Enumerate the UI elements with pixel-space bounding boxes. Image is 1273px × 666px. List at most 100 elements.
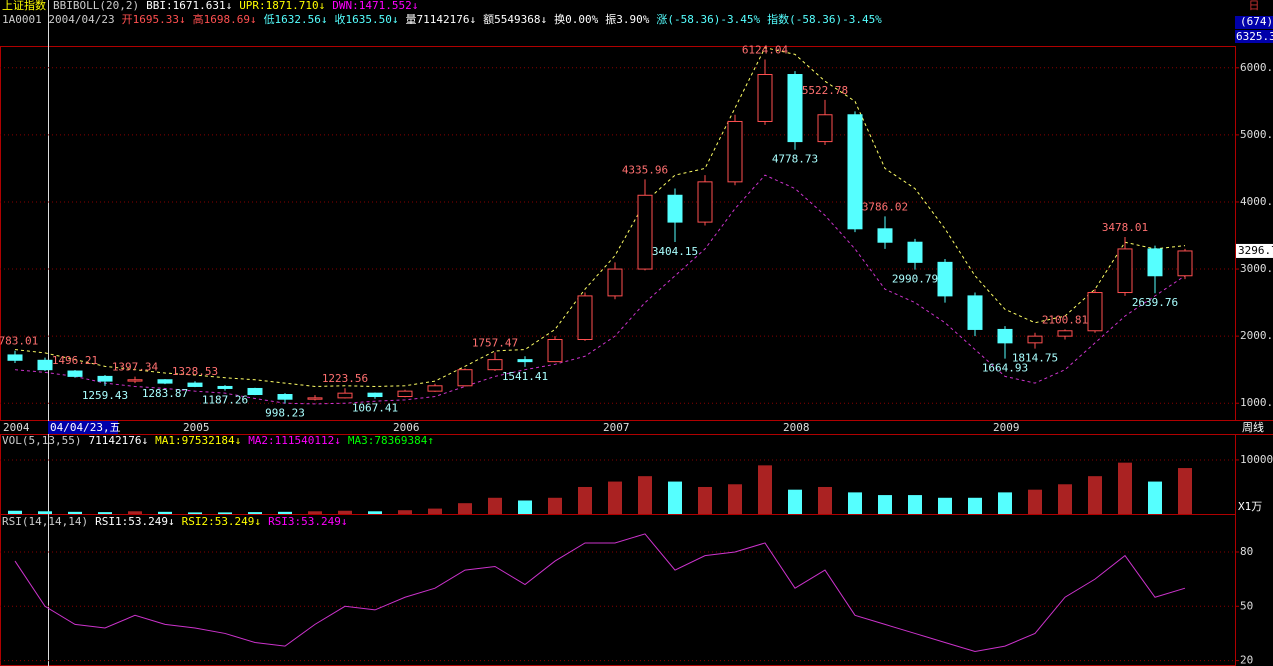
candle-body xyxy=(7,354,23,361)
volume-bar xyxy=(278,511,292,514)
icon[interactable]: 日 xyxy=(1249,0,1260,12)
high-label: 1328.53 xyxy=(172,365,218,378)
y-tick-label: 1000.00 xyxy=(1240,396,1273,409)
y-tick-label: 20 xyxy=(1240,654,1253,666)
lower-band xyxy=(14,174,1186,405)
y-tick-label: 6000.00 xyxy=(1240,61,1273,74)
volume-bar xyxy=(908,495,922,514)
header-item: 量71142176↓ xyxy=(406,13,477,26)
candle-body xyxy=(1177,250,1193,277)
volume-bar xyxy=(848,492,862,514)
candle-body xyxy=(277,394,293,400)
low-label: 3404.15 xyxy=(652,245,698,258)
candle-body xyxy=(1087,292,1103,332)
y-tick-label: 3000.00 xyxy=(1240,262,1273,275)
candle-body xyxy=(1117,248,1133,294)
high-label: 1757.47 xyxy=(472,336,518,349)
header-item: RSI3:53.249↓ xyxy=(268,515,347,528)
header-item: RSI1:53.249↓ xyxy=(95,515,174,528)
high-label: 1496.21 xyxy=(52,354,98,367)
unit: X1万 xyxy=(1238,500,1262,513)
candle-body xyxy=(577,295,593,340)
header-item: MA3:78369384↑ xyxy=(348,434,434,447)
header-item: 额5549368↓ xyxy=(483,13,547,26)
candle-body xyxy=(187,382,203,387)
candle-body xyxy=(97,375,113,382)
header-item: 振3.90% xyxy=(605,12,649,26)
volume-bar xyxy=(1148,481,1162,514)
volume-bar xyxy=(1028,489,1042,514)
volume-bar xyxy=(368,511,382,514)
header-item: 1A0001 2004/04/23 xyxy=(2,13,115,26)
header-line: 上证指数 BBIBOLL(20,2) BBI:1671.631↓ UPR:1871.7… xyxy=(2,0,418,12)
candle-body xyxy=(637,194,653,270)
volume-bar xyxy=(188,512,202,514)
header-item: VOL(5,13,55) xyxy=(2,434,81,447)
high-label: 6124.04 xyxy=(742,43,789,56)
top-price-box xyxy=(1235,30,1273,43)
last-price: 3296.7 xyxy=(1238,244,1273,257)
cursor-date-box xyxy=(48,421,118,434)
candle-body xyxy=(787,74,803,143)
header-item: 开1695.33↓ xyxy=(122,13,186,26)
low-label: 2990.79 xyxy=(892,273,938,286)
header-item: BBIBOLL(20,2) xyxy=(53,0,139,12)
rsi-line xyxy=(14,533,1186,653)
last-price-box xyxy=(1236,243,1273,258)
volume-bar xyxy=(248,512,262,514)
volume-bar xyxy=(98,512,112,514)
header-item: 上证指数 xyxy=(2,0,46,12)
volume-bar xyxy=(608,481,622,514)
low-label: 1067.41 xyxy=(352,402,398,415)
volume-bar xyxy=(938,497,952,514)
x-tick-label: 2005 xyxy=(183,421,210,434)
candle-body xyxy=(817,114,833,143)
header-item: DWN:1471.552↓ xyxy=(332,0,418,12)
y-tick-label: 2000.00 xyxy=(1240,329,1273,342)
volume-bar xyxy=(1178,468,1192,514)
x-tick-label: 2004 xyxy=(3,421,30,434)
count-box xyxy=(1235,16,1273,29)
x-tick-label: 2009 xyxy=(993,421,1020,434)
candle-body xyxy=(307,397,323,400)
header-line: 1A0001 2004/04/23 开1695.33↓ 高1698.69↓ 低1632… xyxy=(2,12,882,26)
volume-bar xyxy=(158,511,172,514)
high-label: 1397.34 xyxy=(112,361,159,374)
candle-body xyxy=(367,392,383,398)
volume-bar xyxy=(308,511,322,514)
count: (674) xyxy=(1240,15,1273,28)
candle-body xyxy=(1027,335,1043,344)
header-item: 高1698.69↓ xyxy=(193,12,257,26)
candle-body xyxy=(847,114,863,230)
volume-bar xyxy=(428,508,442,514)
y-tick-label: 80 xyxy=(1240,545,1253,558)
candle-body xyxy=(607,268,623,297)
volume-bar xyxy=(638,476,652,514)
candle-body xyxy=(37,359,53,371)
y-tick-label: 100000 xyxy=(1240,453,1273,466)
volume-bar xyxy=(788,489,802,514)
volume-bar xyxy=(38,511,52,514)
candle-body xyxy=(67,370,83,377)
header-item: RSI2:53.249↓ xyxy=(182,515,261,528)
candle-body xyxy=(697,181,713,223)
header-item: 71142176↓ xyxy=(88,434,148,447)
period[interactable]: 周线 xyxy=(1242,420,1264,434)
volume-bar xyxy=(728,484,742,514)
candle-body xyxy=(457,369,473,387)
header-item: 涨(-58.36)-3.45% xyxy=(656,13,760,26)
volume-bar xyxy=(8,510,22,514)
candle-body xyxy=(667,194,683,223)
candle-body xyxy=(337,392,353,399)
candle-body xyxy=(907,241,923,263)
low-label: 1541.41 xyxy=(502,370,548,383)
high-label: 3786.02 xyxy=(862,200,908,213)
volume-bar xyxy=(698,486,712,514)
candle-body xyxy=(1057,330,1073,337)
volume-bar xyxy=(818,486,832,514)
candle-body xyxy=(487,359,503,371)
volume-bar xyxy=(578,486,592,514)
x-tick-label: 2008 xyxy=(783,421,810,434)
